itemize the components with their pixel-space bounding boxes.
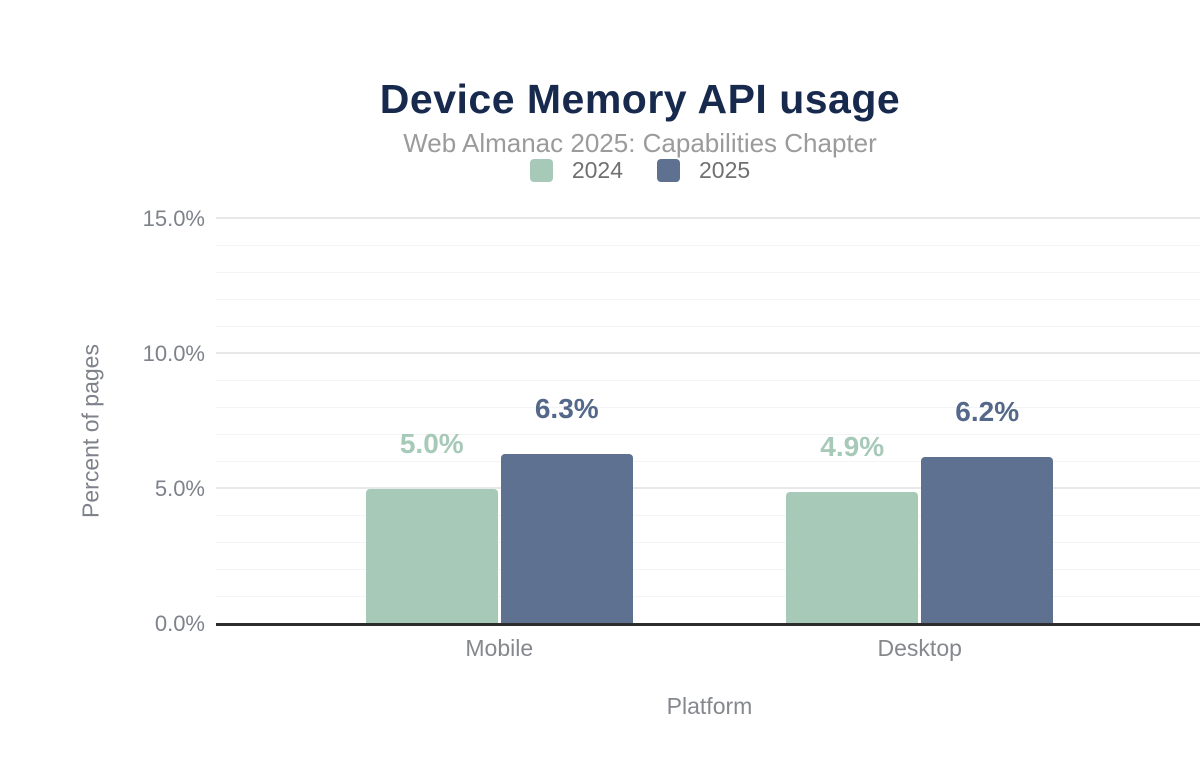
bar-rect-2025-mobile[interactable]	[500, 453, 633, 624]
gridline-minor	[216, 569, 1200, 570]
x-tick-label-mobile: Mobile	[465, 635, 534, 661]
bar-2024-mobile: 5.0%	[365, 219, 498, 624]
gridline-minor	[216, 245, 1200, 246]
legend-label: 2025	[699, 157, 751, 183]
bar-value-label: 6.2%	[955, 395, 1020, 427]
gridline-minor	[216, 434, 1200, 435]
y-tick-label: 15.0%	[142, 206, 205, 231]
chart-title: Device Memory API usage	[379, 76, 901, 123]
bar-value-label: 5.0%	[399, 428, 464, 460]
bar-2025-mobile: 6.3%	[500, 219, 633, 624]
bar-2025-desktop: 6.2%	[921, 219, 1054, 624]
gridline-minor	[216, 407, 1200, 408]
bars: 5.0% 6.3% 4.9% 6.2%	[216, 219, 1200, 624]
y-tick-label: 5.0%	[154, 476, 205, 501]
bar-rect-2024-mobile[interactable]	[365, 489, 498, 624]
legend-swatch-2025	[657, 159, 680, 182]
gridline-minor	[216, 326, 1200, 327]
x-axis-line	[216, 623, 1200, 626]
gridline-major	[216, 352, 1200, 355]
gridline-major	[216, 217, 1200, 219]
legend-label: 2024	[571, 157, 623, 183]
bar-rect-2025-desktop[interactable]	[921, 456, 1054, 624]
y-tick-label: 0.0%	[154, 611, 205, 636]
gridline-minor	[216, 461, 1200, 462]
chart-figure: Device Memory API usage Web Almanac 2025…	[40, 16, 1200, 758]
bar-group-desktop: 4.9% 6.2%	[786, 219, 1054, 624]
bar-value-label: 6.3%	[534, 392, 599, 424]
bar-value-label: 4.9%	[820, 430, 885, 462]
y-tick-label: 10.0%	[142, 341, 205, 366]
bar-group-mobile: 5.0% 6.3%	[365, 219, 633, 624]
legend-swatch-2024	[529, 159, 553, 182]
bar-rect-2024-desktop[interactable]	[786, 491, 919, 624]
gridline-minor	[216, 542, 1200, 543]
legend-item-2024[interactable]: 2024	[529, 157, 623, 184]
gridline-minor	[216, 596, 1200, 597]
x-axis-title: Platform	[666, 693, 753, 719]
legend-item-2025[interactable]: 2025	[657, 157, 750, 184]
gridline-minor	[216, 272, 1200, 273]
plot-area: 5.0% 6.3% 4.9% 6.2%	[216, 217, 1200, 626]
gridline-minor	[216, 515, 1200, 516]
gridline-major	[216, 487, 1200, 490]
x-tick-label-desktop: Desktop	[877, 635, 962, 661]
legend: 2024 2025	[40, 157, 1200, 184]
gridline-minor	[216, 299, 1200, 300]
bar-2024-desktop: 4.9%	[786, 219, 919, 624]
gridline-minor	[216, 380, 1200, 381]
chart-subtitle: Web Almanac 2025: Capabilities Chapter	[403, 128, 877, 158]
